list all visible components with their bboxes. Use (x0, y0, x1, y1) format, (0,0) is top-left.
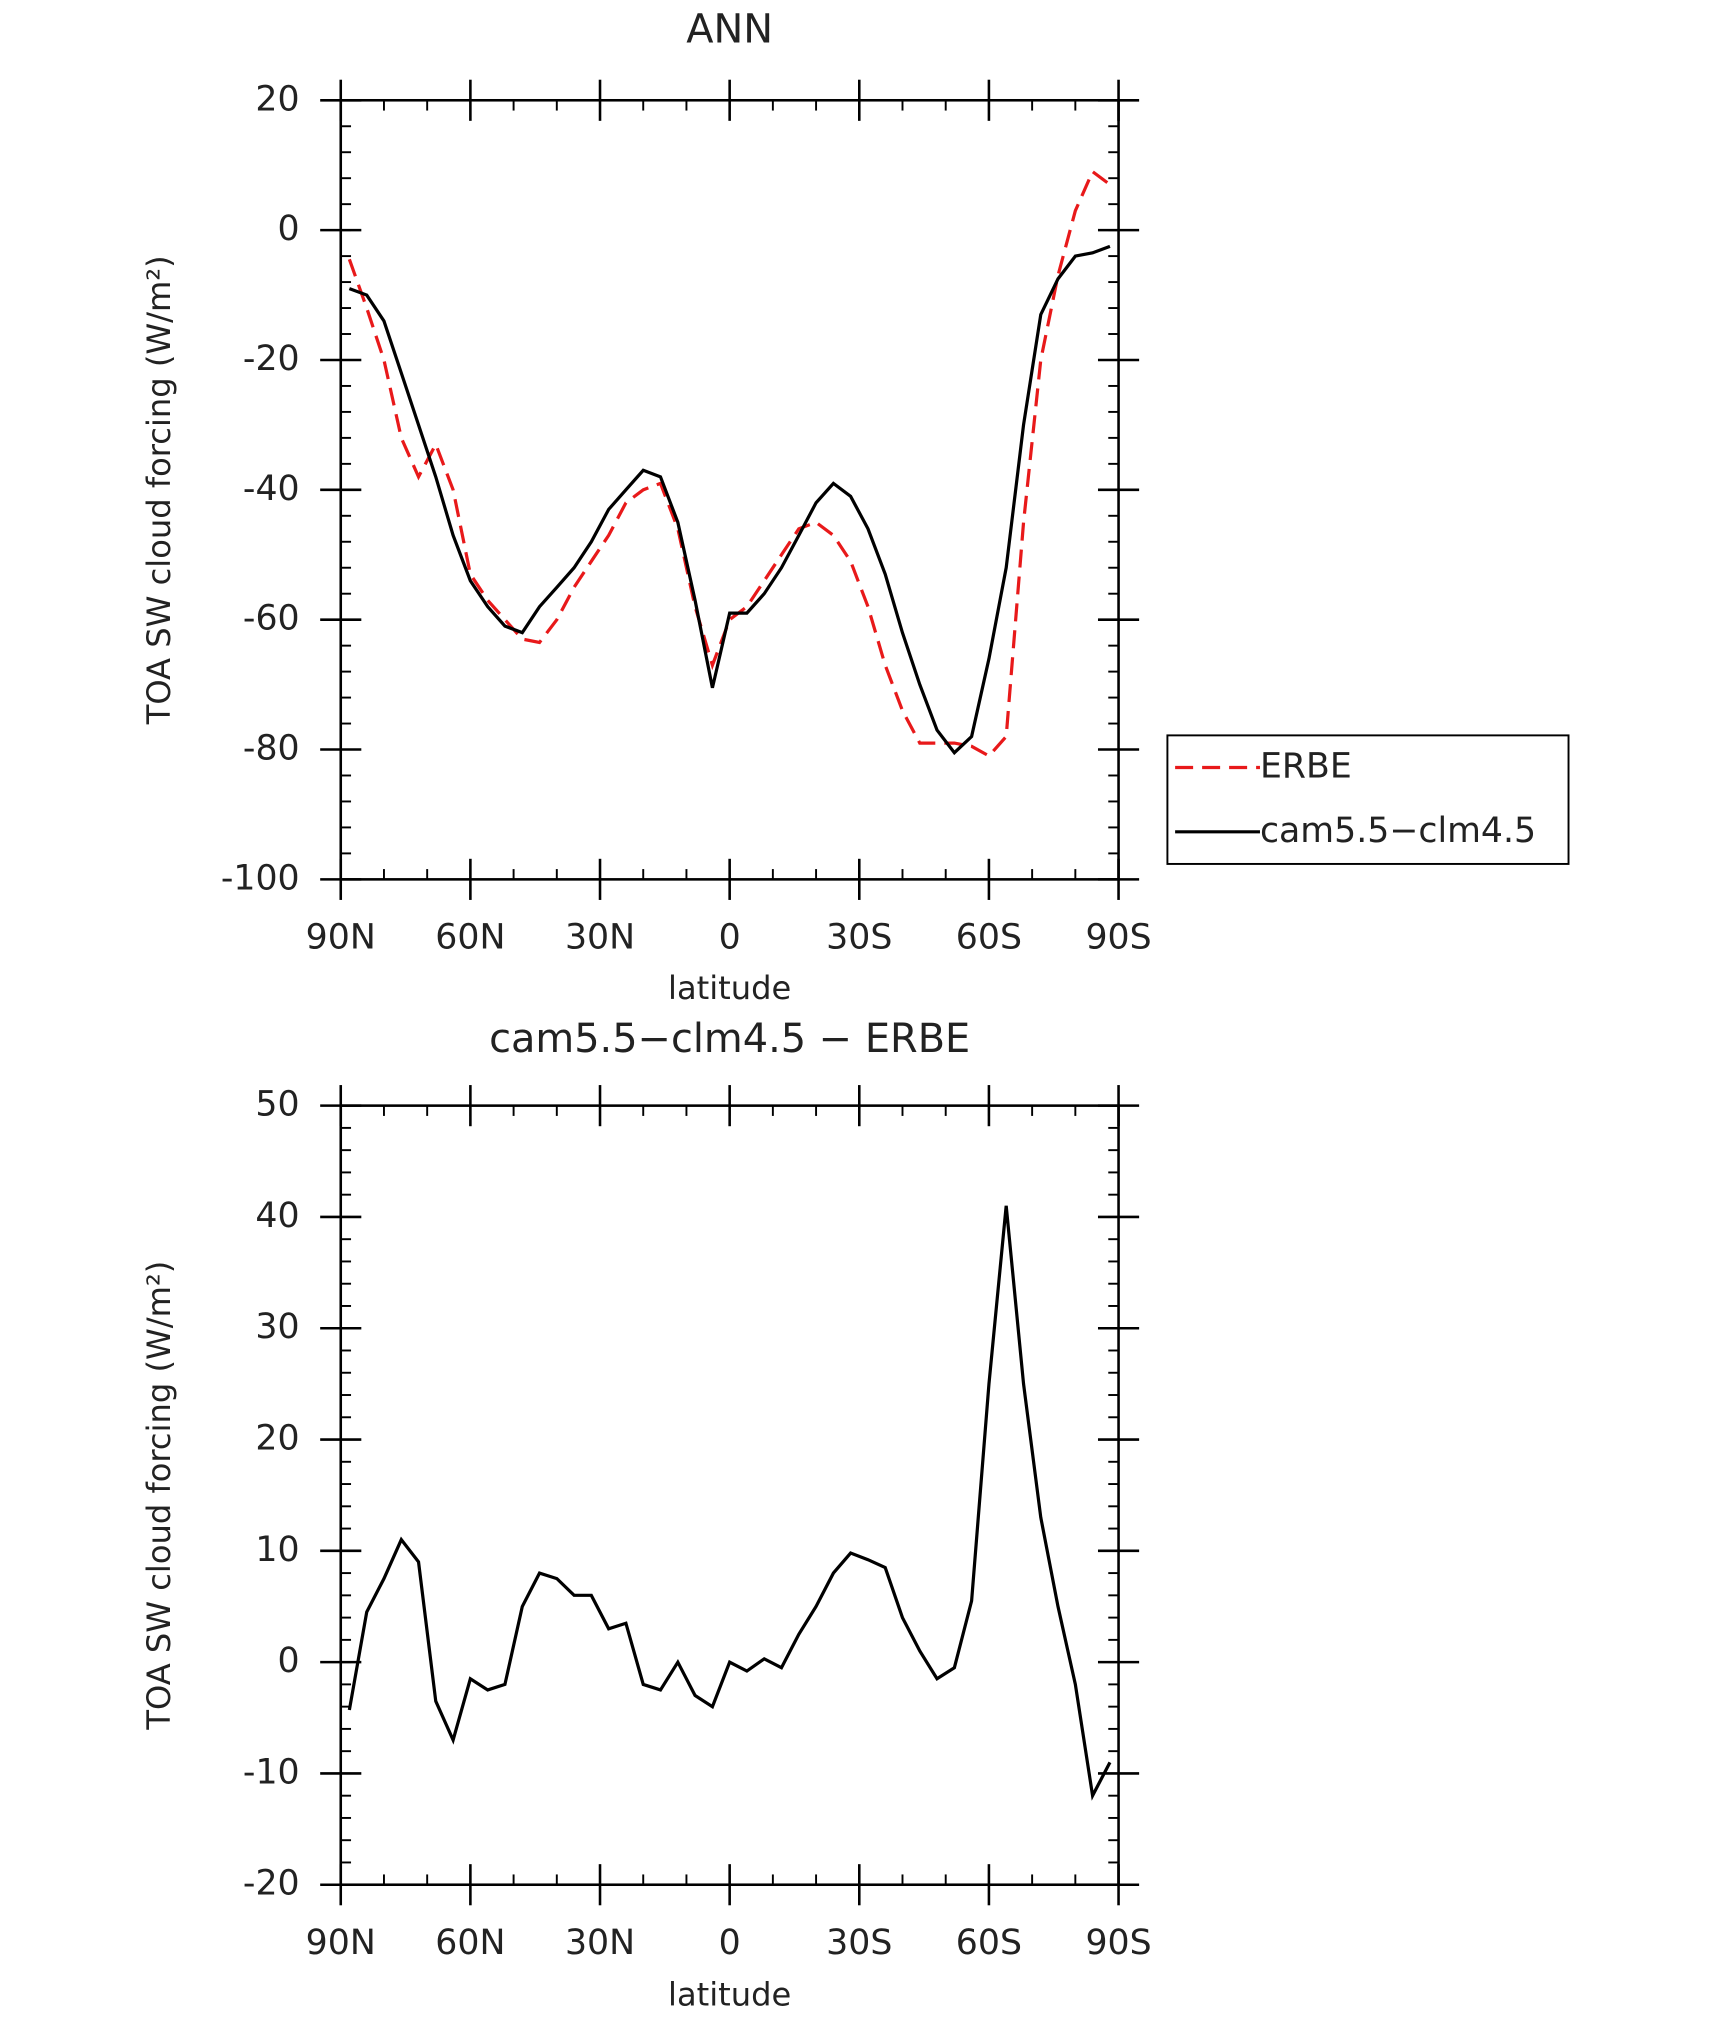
y-tick-label: -20 (243, 1864, 300, 1904)
data-line (348, 244, 1111, 756)
plot-frame (339, 98, 1120, 881)
plot-frame (339, 1104, 1120, 1887)
x-tick-label: 30N (565, 918, 635, 958)
y-axis-label: TOA SW cloud forcing (W/m²) (140, 255, 178, 725)
y-tick-label: -100 (221, 858, 300, 898)
y-tick-label: 0 (278, 209, 300, 249)
y-tick-label: 20 (255, 1419, 299, 1459)
x-tick-label: 30S (826, 1923, 892, 1963)
x-axis-label: latitude (668, 969, 791, 1007)
y-tick-label: 0 (278, 1641, 300, 1681)
x-axis-label: latitude (668, 1976, 791, 2014)
y-tick-label: -60 (243, 599, 300, 639)
x-tick-label: 60S (956, 1923, 1022, 1963)
x-tick-label: 30S (826, 918, 892, 958)
y-tick-label: -20 (243, 339, 300, 379)
legend-label: cam5.5−clm4.5 (1260, 811, 1536, 851)
y-tick-label: 50 (255, 1085, 299, 1125)
y-tick-label: -80 (243, 729, 300, 769)
data-line (347, 169, 1111, 758)
y-tick-label: 40 (255, 1196, 299, 1236)
x-tick-label: 0 (719, 1923, 741, 1963)
legend-label: ERBE (1260, 747, 1352, 787)
x-tick-label: 90S (1085, 918, 1151, 958)
x-tick-label: 60N (435, 918, 505, 958)
chart-title: ANN (686, 7, 773, 53)
y-tick-label: -40 (243, 469, 300, 509)
y-axis-label: TOA SW cloud forcing (W/m²) (140, 1261, 178, 1731)
y-tick-label: 10 (255, 1530, 299, 1570)
x-tick-label: 0 (719, 918, 741, 958)
x-tick-label: 90N (306, 918, 376, 958)
y-tick-label: -10 (243, 1752, 300, 1792)
y-tick-label: 20 (255, 79, 299, 119)
chart-title: cam5.5−clm4.5 − ERBE (489, 1016, 970, 1062)
y-tick-label: 30 (255, 1307, 299, 1347)
x-tick-label: 90N (306, 1923, 376, 1963)
x-tick-label: 60S (956, 918, 1022, 958)
data-line (347, 1205, 1112, 1801)
x-tick-label: 30N (565, 1923, 635, 1963)
x-tick-label: 60N (435, 1923, 505, 1963)
x-tick-label: 90S (1085, 1923, 1151, 1963)
legend-box (1166, 734, 1570, 865)
